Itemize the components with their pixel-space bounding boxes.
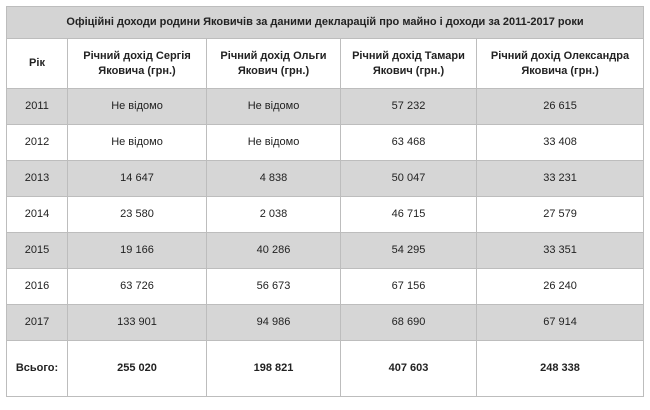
- cell: 2017: [6, 304, 68, 341]
- header-cell: Річний дохід Сергія Яковича (грн.): [67, 38, 207, 89]
- cell: 26 240: [475, 268, 645, 305]
- cell: 54 295: [340, 232, 477, 269]
- total-cell: 255 020: [67, 340, 207, 397]
- cell: 40 286: [206, 232, 341, 269]
- total-row: Всього: 255 020 198 821 407 603 248 338: [6, 340, 645, 397]
- cell: 68 690: [340, 304, 477, 341]
- cell: 2 038: [206, 196, 341, 233]
- total-cell: 407 603: [340, 340, 477, 397]
- cell: 2013: [6, 160, 68, 197]
- cell: 67 156: [340, 268, 477, 305]
- cell: 33 231: [475, 160, 645, 197]
- cell: Не відомо: [206, 88, 341, 125]
- data-row: 2015 19 166 40 286 54 295 33 351: [6, 232, 645, 269]
- cell: 133 901: [67, 304, 207, 341]
- cell: 33 351: [475, 232, 645, 269]
- cell: 19 166: [67, 232, 207, 269]
- cell: 26 615: [475, 88, 645, 125]
- cell: 27 579: [475, 196, 645, 233]
- cell: Не відомо: [206, 124, 341, 161]
- data-row: 2014 23 580 2 038 46 715 27 579: [6, 196, 645, 233]
- cell: 2016: [6, 268, 68, 305]
- data-row: 2013 14 647 4 838 50 047 33 231: [6, 160, 645, 197]
- cell: 94 986: [206, 304, 341, 341]
- cell: 2012: [6, 124, 68, 161]
- header-cell: Річний дохід Олександра Яковича (грн.): [475, 38, 645, 89]
- cell: 4 838: [206, 160, 341, 197]
- data-row: 2017 133 901 94 986 68 690 67 914: [6, 304, 645, 341]
- cell: 46 715: [340, 196, 477, 233]
- cell: 56 673: [206, 268, 341, 305]
- cell: 63 726: [67, 268, 207, 305]
- header-cell: Рік: [6, 38, 68, 89]
- data-row: 2011 Не відомо Не відомо 57 232 26 615: [6, 88, 645, 125]
- header-cell: Річний дохід Тамари Якович (грн.): [340, 38, 477, 89]
- cell: 2015: [6, 232, 68, 269]
- header-cell: Річний дохід Ольги Якович (грн.): [206, 38, 341, 89]
- cell: 63 468: [340, 124, 477, 161]
- total-cell: Всього:: [6, 340, 68, 397]
- title-row: Офіційні доходи родини Яковичів за даним…: [5, 6, 645, 39]
- cell: 50 047: [340, 160, 477, 197]
- cell: 2014: [6, 196, 68, 233]
- cell: 57 232: [340, 88, 477, 125]
- cell: Не відомо: [67, 88, 207, 125]
- cell: 67 914: [475, 304, 645, 341]
- cell: 33 408: [475, 124, 645, 161]
- cell: Не відомо: [67, 124, 207, 161]
- cell: 14 647: [67, 160, 207, 197]
- data-row: 2016 63 726 56 673 67 156 26 240: [6, 268, 645, 305]
- income-table: Офіційні доходи родини Яковичів за даним…: [5, 6, 645, 397]
- cell: 23 580: [67, 196, 207, 233]
- table-body: Офіційні доходи родини Яковичів за даним…: [5, 6, 645, 397]
- total-cell: 198 821: [206, 340, 341, 397]
- header-row: Рік Річний дохід Сергія Яковича (грн.) Річ…: [6, 38, 645, 89]
- table-title: Офіційні доходи родини Яковичів за даним…: [5, 6, 645, 39]
- cell: 2011: [6, 88, 68, 125]
- data-row: 2012 Не відомо Не відомо 63 468 33 408: [6, 124, 645, 161]
- total-cell: 248 338: [475, 340, 645, 397]
